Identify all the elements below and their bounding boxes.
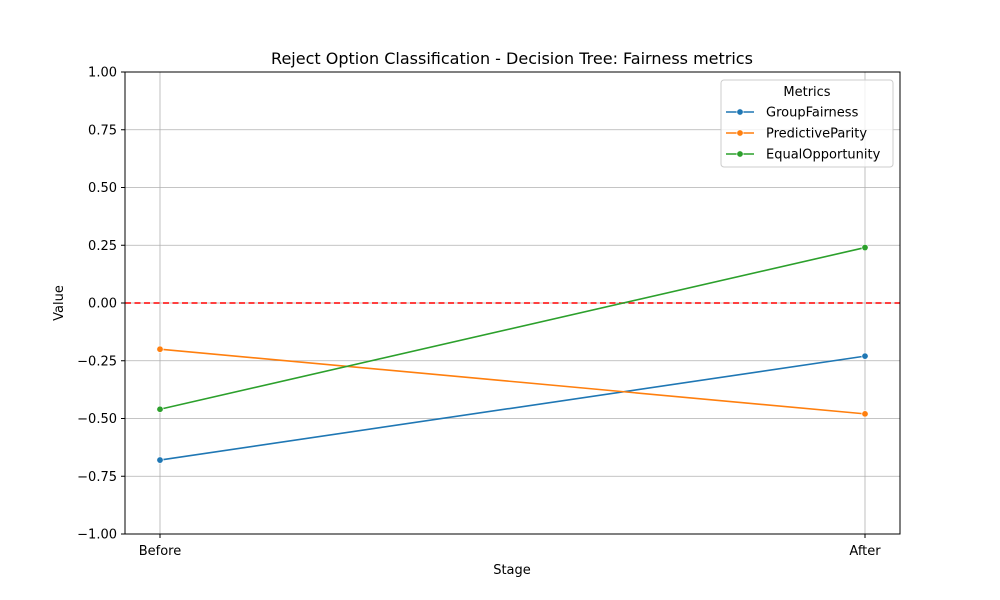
legend-swatch-marker [736,108,744,116]
x-tick-label: Before [139,544,182,559]
y-tick-label: 0.25 [88,239,117,254]
data-point [156,456,164,464]
y-tick-label: −0.50 [77,412,117,427]
data-point [861,244,869,252]
legend-label: GroupFairness [766,106,859,121]
y-tick-label: 1.00 [88,66,117,81]
series-line [159,246,866,411]
legend: Metrics GroupFairness PredictiveParity Equ… [720,79,894,168]
legend-box [720,79,894,168]
chart-title: Reject Option Classification - Decision … [271,49,753,68]
series-PredictiveParity [156,345,869,418]
y-tick-label: 0.75 [88,123,117,138]
x-axis-label: Stage [493,563,531,578]
x-tick-label: After [849,544,881,559]
y-axis: 1.00 0.75 0.50 0.25 0.00 −0.25 −0.50 −0.75 −1.00 [77,66,125,543]
x-axis: Before After [139,534,881,559]
legend-label: PredictiveParity [766,127,867,142]
data-point [156,405,164,413]
legend-label: EqualOpportunity [766,148,881,163]
series-layer [156,244,869,464]
series-line [159,348,866,415]
series-EqualOpportunity [156,244,869,413]
series-GroupFairness [156,352,869,464]
data-point [861,352,869,360]
y-tick-label: −0.25 [77,354,117,369]
legend-title: Metrics [783,85,830,100]
y-axis-label: Value [52,285,67,321]
data-point [156,345,164,353]
y-tick-label: 0.00 [88,297,117,312]
data-point [861,410,869,418]
y-tick-label: −1.00 [77,528,117,543]
legend-swatch-marker [736,129,744,137]
series-line [159,355,866,461]
legend-swatch-marker [736,150,744,158]
y-tick-label: 0.50 [88,181,117,196]
y-tick-label: −0.75 [77,470,117,485]
